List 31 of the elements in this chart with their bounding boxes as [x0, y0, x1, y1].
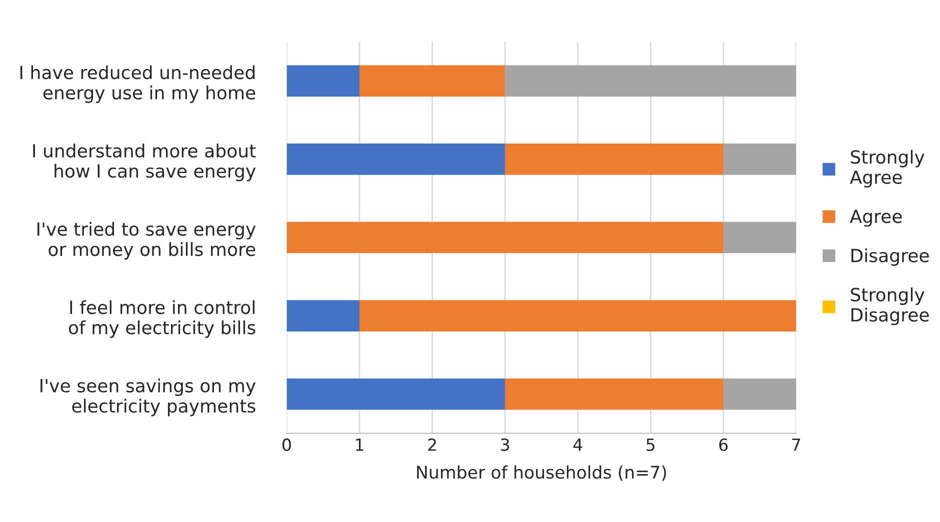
- x-tick-label: 6: [719, 438, 728, 452]
- bar: [505, 65, 796, 97]
- legend-label: Strongly Disagree: [850, 287, 929, 326]
- y-tick-label: I understand more about how I can save energy: [33, 144, 256, 182]
- x-tick-label: 7: [792, 438, 800, 451]
- x-tick-label: 1: [356, 438, 364, 451]
- bar: [359, 65, 506, 97]
- bar: [723, 378, 796, 410]
- x-axis-title: Number of households (n=7): [417, 465, 666, 481]
- bar: [505, 144, 724, 175]
- y-tick-label: I have reduced un-needed energy use in my home: [20, 65, 256, 104]
- y-tick-label: I feel more in control of my electricity bills: [68, 300, 256, 338]
- bar: [286, 222, 724, 254]
- x-tick-label: 3: [501, 438, 510, 452]
- x-tick-label: 0: [282, 438, 291, 452]
- bar: [286, 65, 360, 97]
- legend-label: Agree: [850, 210, 902, 227]
- legend-label: Strongly Agree: [850, 150, 924, 188]
- bar: [723, 222, 796, 254]
- y-tick-label: I've seen savings on my electricity payments: [40, 378, 256, 416]
- bar: [286, 300, 360, 332]
- bar: [286, 144, 506, 175]
- legend-label: Disagree: [851, 248, 929, 266]
- x-tick-label: 2: [428, 438, 436, 451]
- bar: [286, 378, 506, 410]
- x-tick-label: 5: [646, 438, 654, 452]
- bar: [359, 300, 796, 332]
- bar: [723, 144, 796, 175]
- y-tick-label: I've tried to save energy or money on bills more: [37, 222, 256, 260]
- bar: [505, 378, 724, 410]
- x-tick-label: 4: [573, 438, 582, 451]
